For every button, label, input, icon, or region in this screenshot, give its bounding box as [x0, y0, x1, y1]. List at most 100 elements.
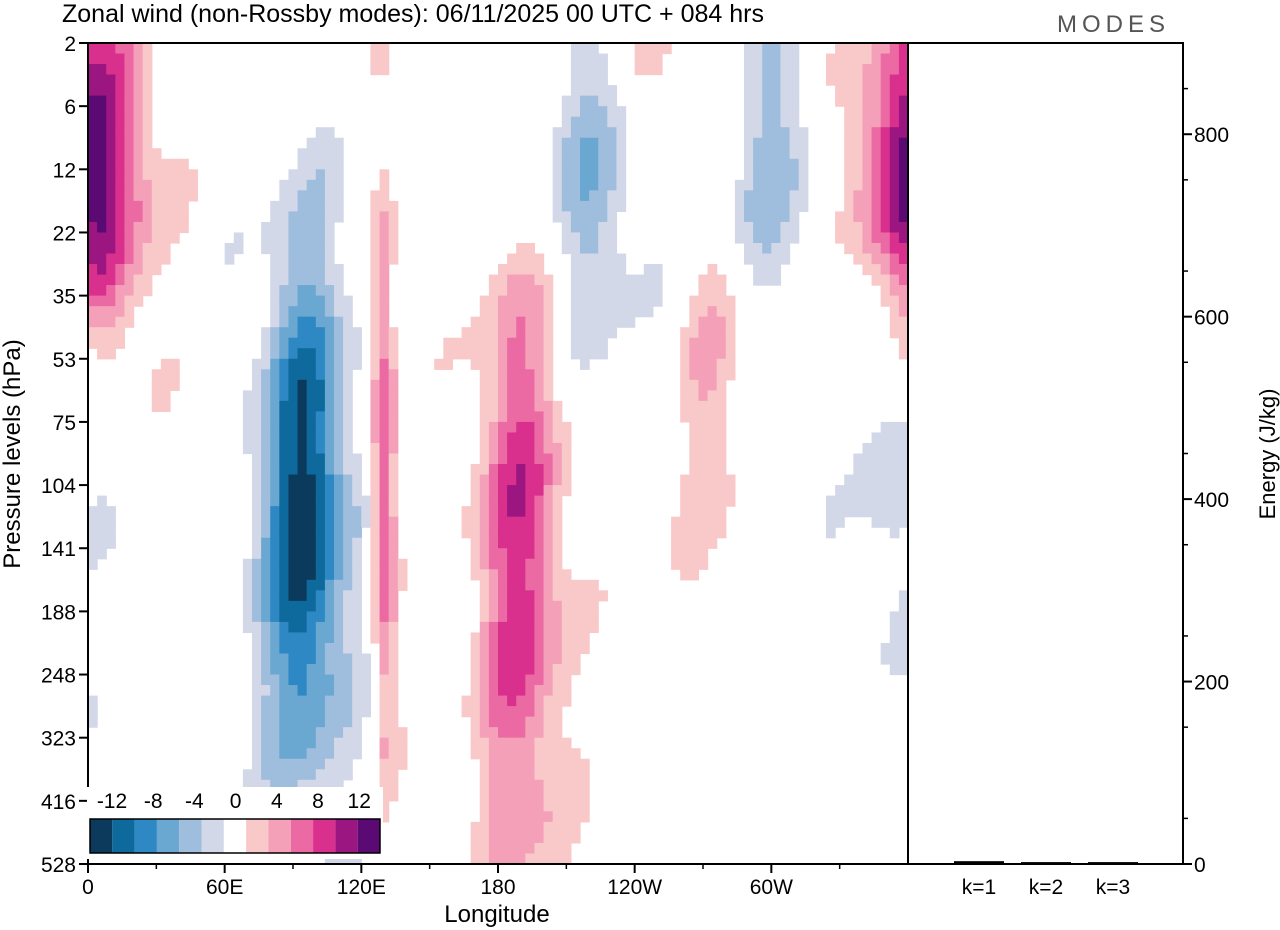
heatmap-cell: [479, 316, 490, 328]
heatmap-cell: [716, 327, 727, 339]
colorbar-cells: [89, 818, 381, 854]
heatmap-cell: [516, 653, 526, 665]
heatmap-cell: [379, 274, 390, 286]
heatmap-cell: [315, 190, 326, 202]
heatmap-cell: [297, 485, 308, 497]
heatmap-cell: [297, 611, 308, 623]
heatmap-cell: [798, 148, 809, 160]
heatmap-cell: [534, 379, 545, 391]
heatmap-cell: [707, 295, 718, 307]
heatmap-cell: [543, 400, 554, 412]
heatmap-cell: [370, 621, 381, 634]
heatmap-cell: [379, 779, 390, 791]
heatmap-cell: [889, 242, 900, 255]
heatmap-cell: [297, 558, 308, 570]
heatmap-cell: [871, 179, 882, 191]
heatmap-cell: [516, 811, 526, 823]
heatmap-cell: [479, 842, 490, 855]
heatmap-cell: [698, 506, 709, 518]
heatmap-cell: [124, 179, 135, 191]
heatmap-cell: [97, 253, 107, 265]
heatmap-cell: [324, 127, 335, 139]
heatmap-cell: [288, 306, 299, 318]
heatmap-cell: [543, 642, 554, 655]
heatmap-cell: [753, 95, 763, 107]
heatmap-cell: [306, 758, 317, 770]
heatmap-cell: [580, 232, 590, 244]
heatmap-cell: [306, 169, 317, 181]
heatmap-cell: [580, 106, 590, 118]
heatmap-cell: [297, 779, 308, 791]
heatmap-cell: [534, 411, 545, 423]
heatmap-cell: [97, 316, 107, 328]
heatmap-cell: [889, 453, 900, 465]
heatmap-cell: [580, 85, 590, 97]
heatmap-cell: [470, 632, 481, 644]
heatmap-cell: [698, 411, 709, 423]
heatmap-cell: [516, 285, 526, 297]
heatmap-cell: [552, 432, 563, 444]
heatmap-cell: [625, 295, 636, 307]
heatmap-cell: [106, 527, 116, 539]
heatmap-cell: [744, 169, 754, 181]
heatmap-cell: [370, 516, 381, 528]
heatmap-cell: [680, 495, 690, 507]
heatmap-cell: [388, 579, 399, 591]
heatmap-cell: [534, 716, 545, 728]
heatmap-cell: [306, 727, 317, 739]
heatmap-cell: [115, 264, 126, 276]
heatmap-cell: [889, 169, 900, 181]
heatmap-cell: [889, 421, 900, 434]
heatmap-cell: [580, 621, 590, 634]
heatmap-cell: [343, 579, 353, 591]
heatmap-cell: [370, 200, 381, 213]
heatmap-cell: [288, 769, 299, 781]
heatmap-cell: [124, 127, 135, 139]
heatmap-cell: [270, 748, 280, 760]
heatmap-cell: [534, 769, 545, 781]
heatmap-cell: [252, 758, 262, 770]
heatmap-cell: [898, 158, 909, 170]
heatmap-cell: [297, 337, 308, 349]
heatmap-cell: [525, 485, 536, 497]
heatmap-cell: [488, 316, 499, 328]
heatmap-cell: [862, 211, 873, 223]
heatmap-cell: [516, 716, 526, 728]
heatmap-cell: [534, 558, 545, 570]
heatmap-cell: [898, 53, 909, 65]
heatmap-cell: [853, 200, 864, 213]
heatmap-cell: [261, 485, 271, 497]
heatmap-cell: [552, 474, 563, 486]
heatmap-cell: [607, 242, 618, 255]
heatmap-cell: [552, 127, 563, 139]
heatmap-cell: [789, 53, 800, 65]
heatmap-cell: [698, 474, 709, 486]
heatmap-cell: [115, 137, 126, 149]
heatmap-cell: [570, 200, 581, 213]
heatmap-cell: [452, 337, 463, 349]
heatmap-cell: [252, 432, 262, 444]
heatmap-cell: [780, 43, 791, 55]
heatmap-cell: [716, 527, 727, 539]
heatmap-cell: [324, 400, 335, 412]
heatmap-cell: [898, 421, 909, 434]
heatmap-cell: [379, 621, 390, 634]
heatmap-cell: [252, 590, 262, 602]
colorbar-label: -4: [185, 790, 204, 813]
heatmap-cell: [498, 769, 508, 781]
heatmap-cell: [361, 653, 372, 665]
heatmap-cell: [880, 285, 891, 297]
heatmap-cell: [525, 253, 536, 265]
heatmap-cell: [270, 706, 280, 718]
heatmap-cell: [516, 853, 526, 865]
heatmap-cell: [334, 600, 344, 612]
heatmap-cell: [324, 232, 335, 244]
heatmap-cell: [324, 242, 335, 255]
heatmap-cell: [643, 43, 654, 55]
heatmap-cell: [334, 558, 344, 570]
heatmap-cell: [142, 127, 153, 139]
heatmap-cell: [379, 569, 390, 581]
heatmap-cell: [370, 53, 381, 65]
heatmap-cell: [507, 769, 517, 781]
heatmap-cell: [479, 621, 490, 634]
